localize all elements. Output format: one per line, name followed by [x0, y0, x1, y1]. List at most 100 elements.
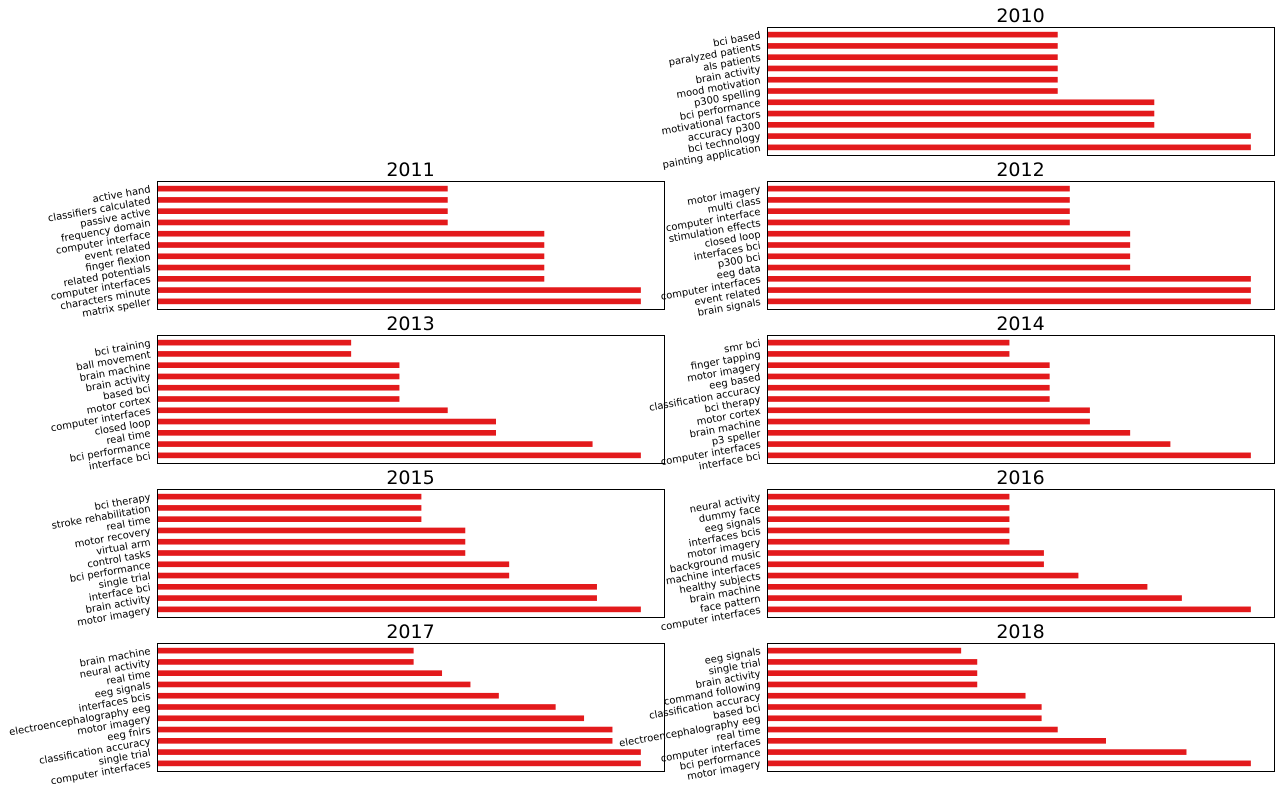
panel-title: 2016	[996, 467, 1044, 489]
bar	[768, 441, 1171, 447]
bar	[768, 253, 1131, 260]
bar	[768, 242, 1131, 248]
bar	[768, 99, 1155, 106]
bar	[768, 647, 962, 654]
panel-title: 2012	[996, 159, 1044, 181]
bar	[158, 452, 641, 459]
axes-frame	[157, 489, 665, 618]
bar	[158, 659, 414, 665]
bar	[768, 452, 1251, 459]
bar	[158, 738, 613, 744]
bar	[158, 726, 613, 733]
axes-frame	[157, 181, 665, 310]
bar	[158, 197, 448, 203]
bar	[158, 760, 641, 767]
bar	[158, 550, 466, 556]
bar	[158, 595, 597, 601]
panel-title: 2014	[996, 313, 1044, 335]
bar	[768, 54, 1058, 60]
bar	[768, 561, 1044, 568]
bar	[768, 749, 1187, 755]
bar	[768, 185, 1070, 192]
bar	[768, 351, 1010, 357]
bar	[768, 659, 978, 665]
bar	[158, 715, 585, 722]
bar	[768, 264, 1131, 271]
bar	[768, 31, 1058, 38]
axes-frame	[767, 643, 1275, 772]
axes-frame	[157, 335, 665, 464]
bar	[768, 43, 1058, 49]
bar	[158, 185, 448, 192]
bar	[768, 704, 1042, 710]
bar	[768, 362, 1050, 368]
bar	[768, 538, 1010, 545]
bar	[768, 287, 1251, 293]
bar	[158, 253, 545, 260]
panel-title: 2013	[386, 313, 434, 335]
bar	[768, 396, 1050, 402]
bar	[768, 493, 1010, 500]
bar	[158, 561, 510, 568]
bar	[768, 76, 1058, 83]
bar	[768, 373, 1050, 380]
bar	[158, 418, 496, 425]
bar	[158, 276, 545, 282]
bar	[158, 584, 597, 590]
bar	[768, 339, 1010, 346]
panel-title: 2011	[386, 159, 434, 181]
bar	[768, 681, 978, 688]
bar	[158, 670, 443, 676]
bar	[158, 219, 448, 226]
bar	[768, 584, 1148, 590]
bar	[768, 606, 1251, 613]
bar	[158, 430, 496, 436]
bar	[768, 88, 1058, 94]
axes-frame	[767, 27, 1275, 156]
bar	[768, 670, 978, 676]
bar	[768, 550, 1044, 556]
bar	[768, 738, 1106, 744]
panel-title: 2017	[386, 621, 434, 643]
bar	[158, 230, 545, 237]
bar	[768, 407, 1090, 414]
bar	[158, 704, 556, 710]
bar	[768, 230, 1131, 237]
panel-title: 2010	[996, 5, 1044, 27]
bar	[768, 595, 1182, 601]
bar	[768, 65, 1058, 72]
bar	[158, 362, 400, 368]
bar	[158, 572, 510, 579]
bar	[768, 527, 1010, 534]
bar	[768, 715, 1042, 722]
bar	[768, 692, 1026, 699]
bar	[768, 572, 1079, 579]
bar	[768, 133, 1251, 139]
panel-title: 2015	[386, 467, 434, 489]
bar	[768, 384, 1050, 391]
panel-title: 2018	[996, 621, 1044, 643]
bar	[768, 144, 1251, 151]
bar	[158, 351, 352, 357]
bar	[158, 681, 471, 688]
bar	[158, 407, 448, 414]
bar	[158, 647, 414, 654]
bar	[768, 197, 1070, 203]
bar	[768, 760, 1251, 767]
bar	[768, 219, 1070, 226]
bar	[768, 122, 1155, 128]
bar	[158, 538, 466, 545]
bar	[158, 242, 545, 248]
bar	[158, 441, 593, 447]
bar	[158, 208, 448, 214]
bar	[768, 110, 1155, 117]
